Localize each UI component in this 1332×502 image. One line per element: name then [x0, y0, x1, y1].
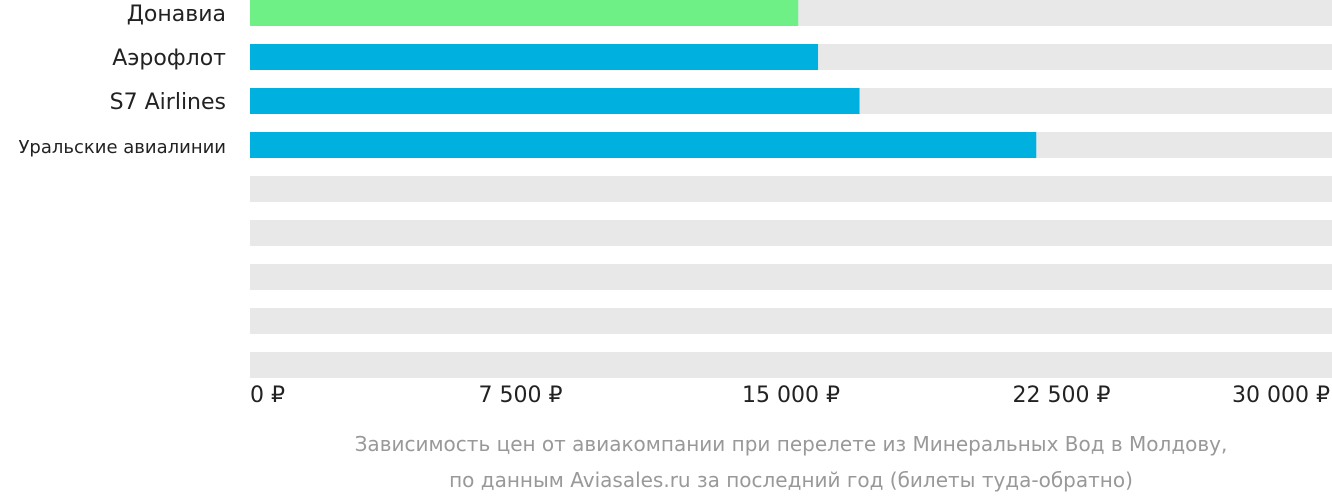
x-tick-label: 7 500 ₽	[479, 383, 563, 408]
category-label: S7 Airlines	[110, 90, 226, 115]
caption-line-1: Зависимость цен от авиакомпании при пере…	[354, 432, 1228, 456]
bar-track	[250, 308, 1332, 334]
bar	[250, 132, 1037, 158]
bar	[250, 88, 860, 114]
x-tick-label: 15 000 ₽	[742, 383, 840, 408]
x-tick-label: 0 ₽	[250, 383, 285, 408]
bar-track	[250, 176, 1332, 202]
category-label: Уральские авиалинии	[18, 137, 226, 158]
x-tick-label: 30 000 ₽	[1232, 383, 1330, 408]
bars	[250, 0, 1037, 158]
bar	[250, 0, 799, 26]
category-label: Аэрофлот	[112, 46, 226, 71]
bar-tracks	[250, 0, 1332, 378]
bar-track	[250, 220, 1332, 246]
category-labels: Донавиа Аэрофлот S7 Airlines Уральские авиа…	[18, 2, 226, 158]
x-axis-tick-labels: 0 ₽ 7 500 ₽ 15 000 ₽ 22 500 ₽ 30 000 ₽	[250, 383, 1330, 408]
bar	[250, 44, 819, 70]
bar-track	[250, 352, 1332, 378]
category-label: Донавиа	[127, 2, 226, 27]
bar-track	[250, 264, 1332, 290]
caption-line-2: по данным Aviasales.ru за последний год …	[449, 468, 1133, 492]
x-tick-label: 22 500 ₽	[1013, 383, 1111, 408]
